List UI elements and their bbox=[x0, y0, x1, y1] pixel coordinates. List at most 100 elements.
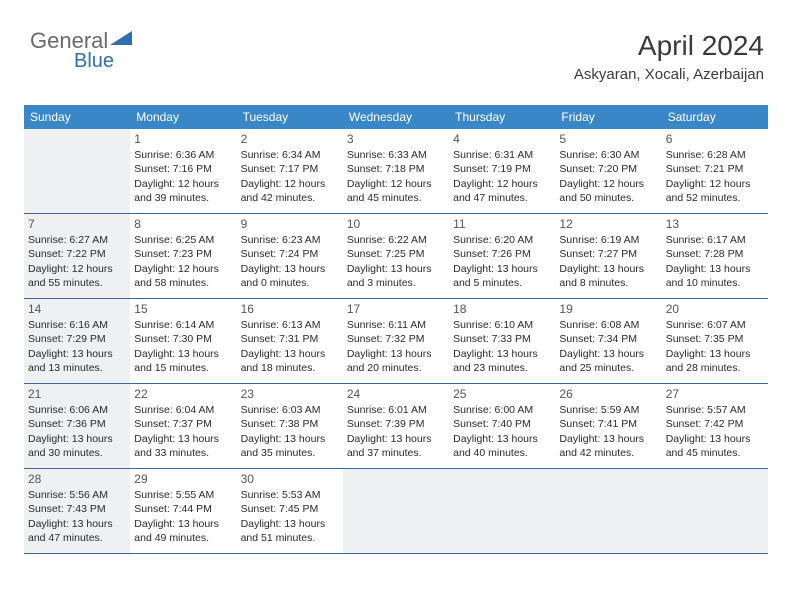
day-number: 2 bbox=[241, 131, 339, 147]
sunrise-text: Sunrise: 6:16 AM bbox=[28, 318, 126, 332]
calendar-cell-empty bbox=[555, 469, 661, 553]
sunset-text: Sunset: 7:22 PM bbox=[28, 247, 126, 261]
sunrise-text: Sunrise: 6:19 AM bbox=[559, 233, 657, 247]
calendar-cell: 20Sunrise: 6:07 AMSunset: 7:35 PMDayligh… bbox=[662, 299, 768, 383]
sunrise-text: Sunrise: 6:33 AM bbox=[347, 148, 445, 162]
day-number: 16 bbox=[241, 301, 339, 317]
sunrise-text: Sunrise: 6:08 AM bbox=[559, 318, 657, 332]
daylight-text: Daylight: 13 hours and 28 minutes. bbox=[666, 347, 764, 375]
sunset-text: Sunset: 7:27 PM bbox=[559, 247, 657, 261]
calendar-cell: 29Sunrise: 5:55 AMSunset: 7:44 PMDayligh… bbox=[130, 469, 236, 553]
sunrise-text: Sunrise: 6:25 AM bbox=[134, 233, 232, 247]
day-number: 10 bbox=[347, 216, 445, 232]
calendar-cell: 11Sunrise: 6:20 AMSunset: 7:26 PMDayligh… bbox=[449, 214, 555, 298]
sunset-text: Sunset: 7:41 PM bbox=[559, 417, 657, 431]
sunset-text: Sunset: 7:19 PM bbox=[453, 162, 551, 176]
daylight-text: Daylight: 13 hours and 20 minutes. bbox=[347, 347, 445, 375]
day-number: 19 bbox=[559, 301, 657, 317]
weekday-header: Tuesday bbox=[237, 105, 343, 129]
sunset-text: Sunset: 7:25 PM bbox=[347, 247, 445, 261]
sunset-text: Sunset: 7:31 PM bbox=[241, 332, 339, 346]
daylight-text: Daylight: 13 hours and 25 minutes. bbox=[559, 347, 657, 375]
calendar-cell: 14Sunrise: 6:16 AMSunset: 7:29 PMDayligh… bbox=[24, 299, 130, 383]
sunset-text: Sunset: 7:36 PM bbox=[28, 417, 126, 431]
sunrise-text: Sunrise: 6:10 AM bbox=[453, 318, 551, 332]
weekday-header: Thursday bbox=[449, 105, 555, 129]
sunrise-text: Sunrise: 6:22 AM bbox=[347, 233, 445, 247]
calendar-cell-empty bbox=[662, 469, 768, 553]
daylight-text: Daylight: 12 hours and 42 minutes. bbox=[241, 177, 339, 205]
day-number: 30 bbox=[241, 471, 339, 487]
calendar-cell: 25Sunrise: 6:00 AMSunset: 7:40 PMDayligh… bbox=[449, 384, 555, 468]
sunrise-text: Sunrise: 6:14 AM bbox=[134, 318, 232, 332]
logo-triangle-icon bbox=[110, 31, 132, 45]
daylight-text: Daylight: 13 hours and 23 minutes. bbox=[453, 347, 551, 375]
sunrise-text: Sunrise: 6:20 AM bbox=[453, 233, 551, 247]
sunrise-text: Sunrise: 5:56 AM bbox=[28, 488, 126, 502]
weekday-header: Saturday bbox=[662, 105, 768, 129]
sunset-text: Sunset: 7:21 PM bbox=[666, 162, 764, 176]
daylight-text: Daylight: 12 hours and 55 minutes. bbox=[28, 262, 126, 290]
day-number: 24 bbox=[347, 386, 445, 402]
calendar-cell-empty bbox=[449, 469, 555, 553]
calendar-cell-empty bbox=[343, 469, 449, 553]
sunset-text: Sunset: 7:28 PM bbox=[666, 247, 764, 261]
day-number: 18 bbox=[453, 301, 551, 317]
calendar-week-row: 14Sunrise: 6:16 AMSunset: 7:29 PMDayligh… bbox=[24, 299, 768, 384]
sunset-text: Sunset: 7:34 PM bbox=[559, 332, 657, 346]
calendar-cell: 18Sunrise: 6:10 AMSunset: 7:33 PMDayligh… bbox=[449, 299, 555, 383]
calendar-cell: 5Sunrise: 6:30 AMSunset: 7:20 PMDaylight… bbox=[555, 129, 661, 213]
day-number: 9 bbox=[241, 216, 339, 232]
sunrise-text: Sunrise: 6:11 AM bbox=[347, 318, 445, 332]
sunset-text: Sunset: 7:35 PM bbox=[666, 332, 764, 346]
calendar-cell: 15Sunrise: 6:14 AMSunset: 7:30 PMDayligh… bbox=[130, 299, 236, 383]
day-number: 15 bbox=[134, 301, 232, 317]
daylight-text: Daylight: 12 hours and 58 minutes. bbox=[134, 262, 232, 290]
month-title: April 2024 bbox=[574, 30, 764, 62]
day-number: 14 bbox=[28, 301, 126, 317]
calendar-cell: 16Sunrise: 6:13 AMSunset: 7:31 PMDayligh… bbox=[237, 299, 343, 383]
sunrise-text: Sunrise: 5:59 AM bbox=[559, 403, 657, 417]
sunrise-text: Sunrise: 6:31 AM bbox=[453, 148, 551, 162]
day-number: 28 bbox=[28, 471, 126, 487]
daylight-text: Daylight: 13 hours and 13 minutes. bbox=[28, 347, 126, 375]
sunset-text: Sunset: 7:18 PM bbox=[347, 162, 445, 176]
daylight-text: Daylight: 13 hours and 42 minutes. bbox=[559, 432, 657, 460]
daylight-text: Daylight: 13 hours and 0 minutes. bbox=[241, 262, 339, 290]
day-number: 25 bbox=[453, 386, 551, 402]
calendar-cell: 21Sunrise: 6:06 AMSunset: 7:36 PMDayligh… bbox=[24, 384, 130, 468]
calendar-cell: 2Sunrise: 6:34 AMSunset: 7:17 PMDaylight… bbox=[237, 129, 343, 213]
calendar-cell: 22Sunrise: 6:04 AMSunset: 7:37 PMDayligh… bbox=[130, 384, 236, 468]
sunset-text: Sunset: 7:17 PM bbox=[241, 162, 339, 176]
sunrise-text: Sunrise: 6:13 AM bbox=[241, 318, 339, 332]
sunrise-text: Sunrise: 5:55 AM bbox=[134, 488, 232, 502]
daylight-text: Daylight: 12 hours and 39 minutes. bbox=[134, 177, 232, 205]
sunset-text: Sunset: 7:33 PM bbox=[453, 332, 551, 346]
day-number: 21 bbox=[28, 386, 126, 402]
day-number: 17 bbox=[347, 301, 445, 317]
sunset-text: Sunset: 7:38 PM bbox=[241, 417, 339, 431]
daylight-text: Daylight: 13 hours and 45 minutes. bbox=[666, 432, 764, 460]
sunrise-text: Sunrise: 6:06 AM bbox=[28, 403, 126, 417]
sunset-text: Sunset: 7:40 PM bbox=[453, 417, 551, 431]
daylight-text: Daylight: 13 hours and 47 minutes. bbox=[28, 517, 126, 545]
day-number: 1 bbox=[134, 131, 232, 147]
sunset-text: Sunset: 7:16 PM bbox=[134, 162, 232, 176]
sunset-text: Sunset: 7:44 PM bbox=[134, 502, 232, 516]
weekday-header: Monday bbox=[130, 105, 236, 129]
sunset-text: Sunset: 7:23 PM bbox=[134, 247, 232, 261]
daylight-text: Daylight: 13 hours and 8 minutes. bbox=[559, 262, 657, 290]
sunrise-text: Sunrise: 5:57 AM bbox=[666, 403, 764, 417]
calendar-cell-empty bbox=[24, 129, 130, 213]
weekday-header-row: SundayMondayTuesdayWednesdayThursdayFrid… bbox=[24, 105, 768, 129]
brand-logo: General Blue bbox=[30, 28, 132, 54]
sunset-text: Sunset: 7:39 PM bbox=[347, 417, 445, 431]
sunset-text: Sunset: 7:43 PM bbox=[28, 502, 126, 516]
calendar-week-row: 7Sunrise: 6:27 AMSunset: 7:22 PMDaylight… bbox=[24, 214, 768, 299]
calendar-cell: 13Sunrise: 6:17 AMSunset: 7:28 PMDayligh… bbox=[662, 214, 768, 298]
daylight-text: Daylight: 13 hours and 37 minutes. bbox=[347, 432, 445, 460]
sunrise-text: Sunrise: 6:30 AM bbox=[559, 148, 657, 162]
calendar-cell: 1Sunrise: 6:36 AMSunset: 7:16 PMDaylight… bbox=[130, 129, 236, 213]
daylight-text: Daylight: 13 hours and 49 minutes. bbox=[134, 517, 232, 545]
calendar-cell: 10Sunrise: 6:22 AMSunset: 7:25 PMDayligh… bbox=[343, 214, 449, 298]
